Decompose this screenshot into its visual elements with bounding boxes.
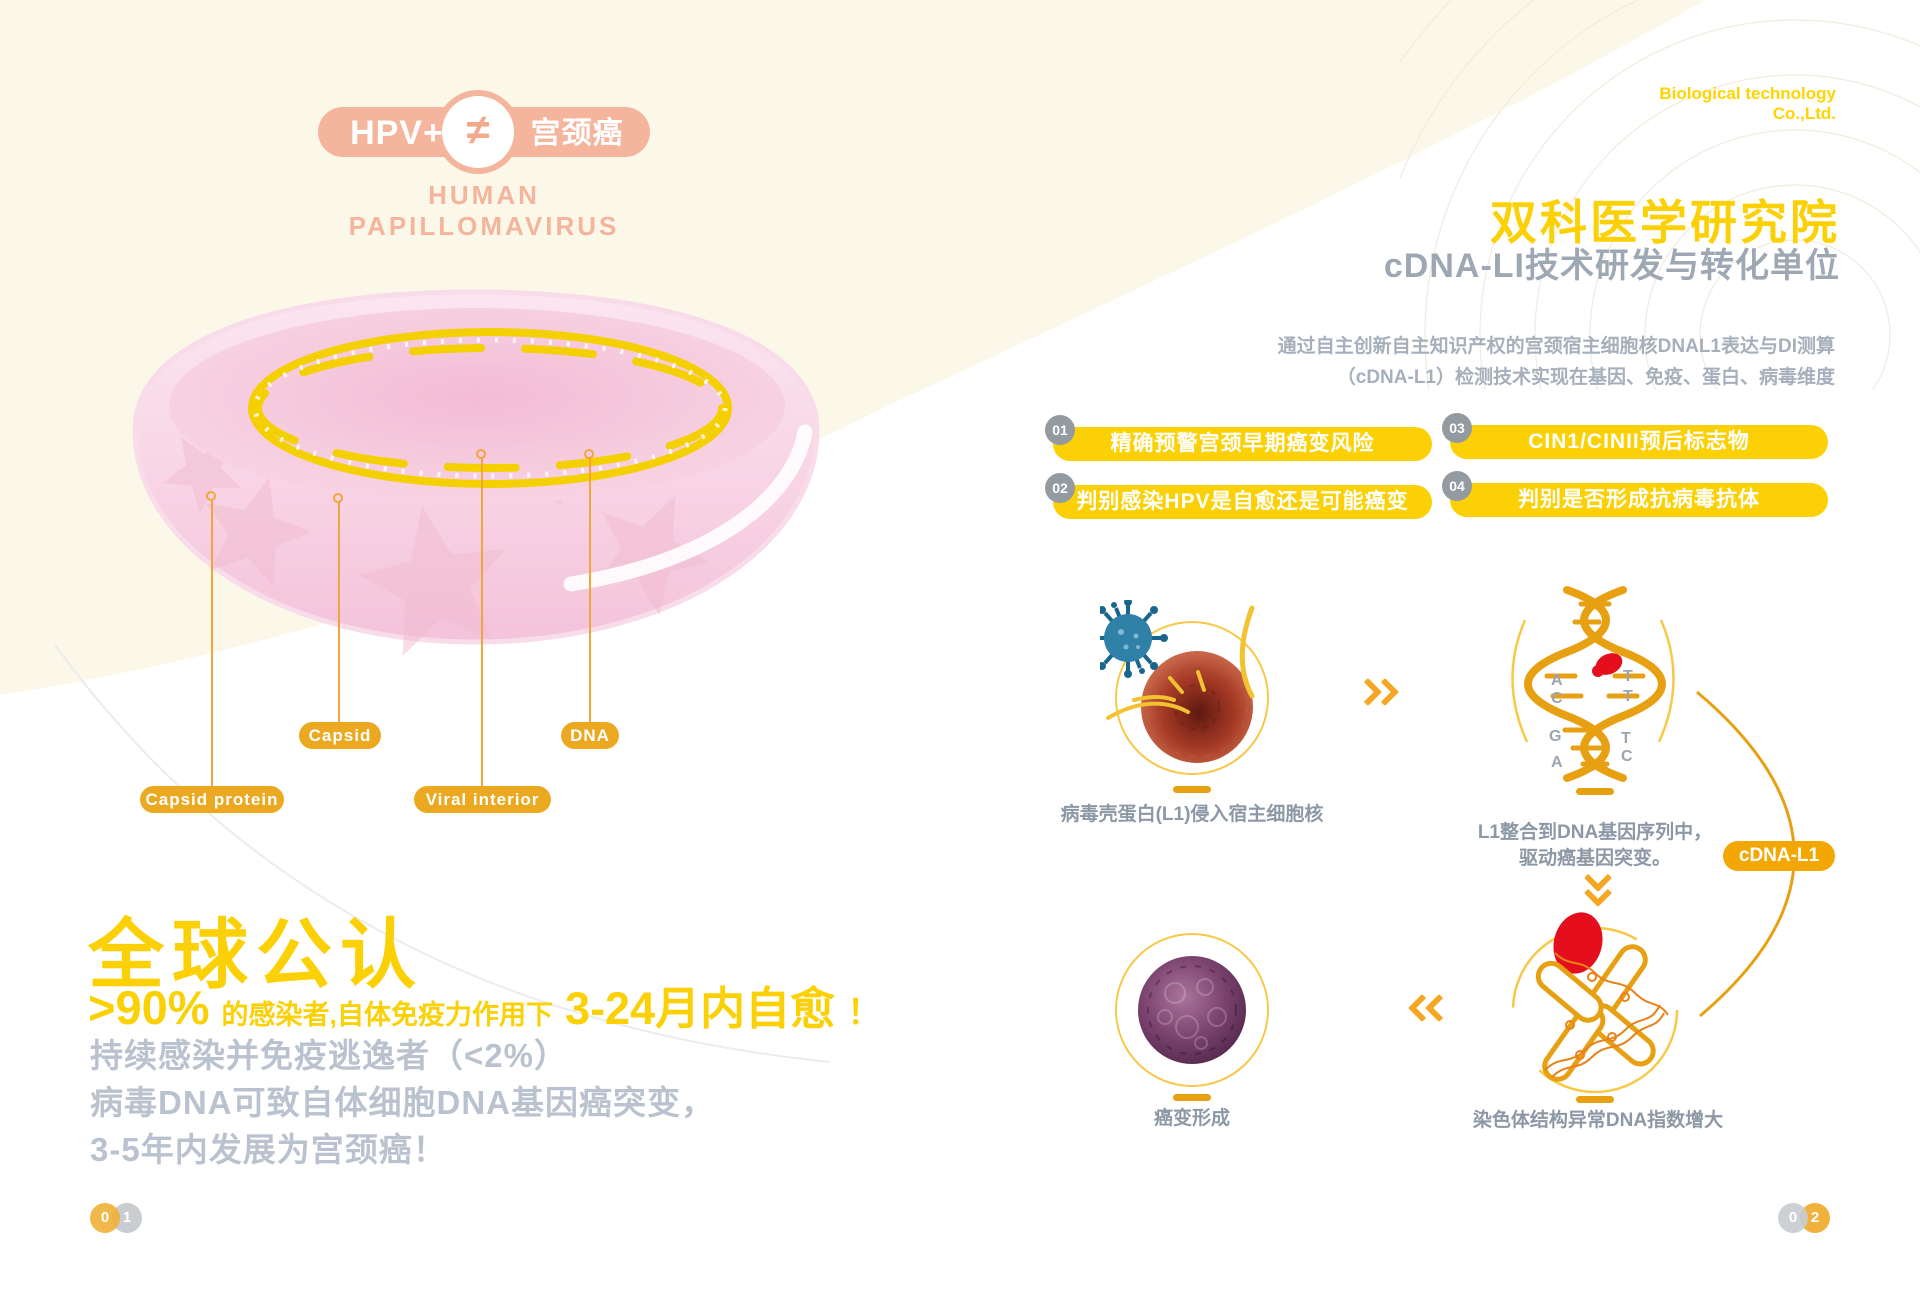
- feature-bar-3: CIN1/CINII预后标志物: [1450, 425, 1828, 459]
- page-digit: 0: [1778, 1203, 1808, 1233]
- cancer-cell-icon: [1138, 956, 1246, 1064]
- step4-caption: 癌变形成: [1153, 1108, 1230, 1129]
- step1-caption: 病毒壳蛋白(L1)侵入宿主细胞核: [1060, 804, 1324, 825]
- badge-cancer-label: 宫颈癌: [530, 117, 624, 150]
- page-number-right: 0 2: [1778, 1203, 1830, 1233]
- label-capsid: Capsid: [299, 722, 381, 749]
- dna-letter: T: [1623, 688, 1633, 705]
- intro-line-2: （cDNA-L1）检测技术实现在基因、免疫、蛋白、病毒维度: [1336, 367, 1835, 388]
- chevron-right-icon: [1353, 676, 1418, 716]
- dna-letter: C: [1621, 748, 1633, 765]
- intro-paragraph: 通过自主创新自主知识产权的宫颈宿主细胞核DNAL1表达与DI测算 （cDNA-L…: [1235, 331, 1835, 393]
- stat-recovery-text: 3-24月内自愈: [565, 983, 836, 1034]
- step4-cancer-cell-illustration: [1115, 933, 1269, 1087]
- host-cell-nucleus-icon: [1141, 651, 1253, 763]
- badge-hpv-label: HPV+: [350, 114, 444, 152]
- feature-bar-2: 判别感染HPV是自愈还是可能癌变: [1053, 485, 1432, 519]
- chromosome-icon: [1535, 944, 1656, 1082]
- leader-dot-capsid: [333, 493, 343, 503]
- intro-line-1: 通过自主创新自主知识产权的宫颈宿主细胞核DNAL1表达与DI测算: [1277, 336, 1835, 357]
- feature-num-1: 01: [1045, 415, 1075, 445]
- step3-chromosome-illustration: [1511, 912, 1679, 1094]
- body-line-3: 3-5年内发展为宫颈癌！: [90, 1131, 447, 1168]
- step3-caption: 染色体结构异常DNA指数增大: [1472, 1110, 1724, 1131]
- dna-rungs: [1544, 601, 1646, 767]
- step2-caption-line1: L1整合到DNA基因序列中，: [1477, 822, 1713, 843]
- institute-title: 双科医学研究院: [1490, 196, 1840, 249]
- leader-dot-capsid-protein: [206, 491, 216, 501]
- feature-num-3: 03: [1442, 413, 1472, 443]
- badge-subtitle: HUMAN PAPILLOMAVIRUS: [348, 180, 620, 241]
- chromatin-strands: [1544, 952, 1669, 1078]
- label-viral-interior: Viral interior: [414, 786, 551, 813]
- cdna-l1-badge: cDNA-L1: [1723, 841, 1835, 871]
- body-copy: 持续感染并免疫逃逸者（<2%） 病毒DNA可致自体细胞DNA基因癌突变， 3-5…: [90, 1032, 715, 1173]
- dna-letter: A: [1551, 754, 1563, 771]
- institute-subtitle: cDNA-LI技术研发与转化单位: [1383, 247, 1840, 285]
- page-digit: 0: [90, 1203, 120, 1233]
- dna-letter: G: [1549, 728, 1562, 745]
- label-capsid-protein: Capsid protein: [140, 786, 284, 813]
- headline-global-consensus: 全球公认: [88, 913, 424, 998]
- feature-bar-1: 精确预警宫颈早期癌变风险: [1053, 427, 1432, 461]
- feature-bar-4: 判别是否形成抗病毒抗体: [1450, 483, 1828, 517]
- leader-dot-dna: [584, 449, 594, 459]
- body-line-1: 持续感染并免疫逃逸者（<2%）: [90, 1037, 568, 1074]
- chevron-left-icon: [1395, 992, 1455, 1032]
- step4-dash: [1173, 1094, 1211, 1101]
- company-name: Biological technology Co.,Ltd.: [1659, 84, 1836, 123]
- dna-letter: A: [1551, 672, 1563, 689]
- leader-viral-interior: [481, 458, 483, 788]
- feature-num-2: 02: [1045, 473, 1075, 503]
- body-line-2: 病毒DNA可致自体细胞DNA基因癌突变，: [90, 1084, 715, 1121]
- leader-dot-viral-interior: [476, 449, 486, 459]
- viral-dna-ring: [248, 328, 732, 488]
- dna-letter: T: [1621, 730, 1631, 747]
- dna-letter: T: [1623, 668, 1633, 685]
- stat-percent: >90%: [88, 981, 210, 1034]
- label-dna: DNA: [561, 722, 619, 749]
- not-equal-icon: ≠: [442, 96, 514, 168]
- step2-dna-integration-illustration: [1511, 586, 1675, 782]
- page-number-left: 0 1: [90, 1203, 142, 1233]
- step1-virus-invasion-illustration: [1100, 600, 1269, 775]
- leader-dna: [589, 458, 591, 724]
- feature-num-4: 04: [1442, 471, 1472, 501]
- motion-arcs: [1106, 605, 1255, 720]
- chevron-down-icon: [1582, 863, 1626, 918]
- step3-dash: [1576, 1096, 1614, 1103]
- step1-dash: [1173, 786, 1211, 793]
- dna-letter: C: [1551, 690, 1563, 707]
- stat-exclamation: ！: [847, 994, 882, 1032]
- stat-line: >90% 的感染者,自体免疫力作用下 3-24月内自愈 ！: [88, 972, 881, 1037]
- stat-middle-text: 的感染者,自体免疫力作用下: [221, 1000, 554, 1030]
- virus-capsid-illustration: [132, 289, 820, 656]
- step2-caption-line2: 驱动癌基因突变。: [1518, 848, 1671, 869]
- leader-capsid-protein: [211, 500, 213, 788]
- hpv-virus-icon: [1100, 600, 1168, 678]
- step2-caption: L1整合到DNA基因序列中， 驱动癌基因突变。: [1455, 820, 1735, 872]
- cancer-blob-icon: [1553, 912, 1603, 974]
- step2-dash: [1576, 788, 1614, 795]
- l1-mutation-icon: [1592, 653, 1623, 677]
- leader-capsid: [338, 502, 340, 724]
